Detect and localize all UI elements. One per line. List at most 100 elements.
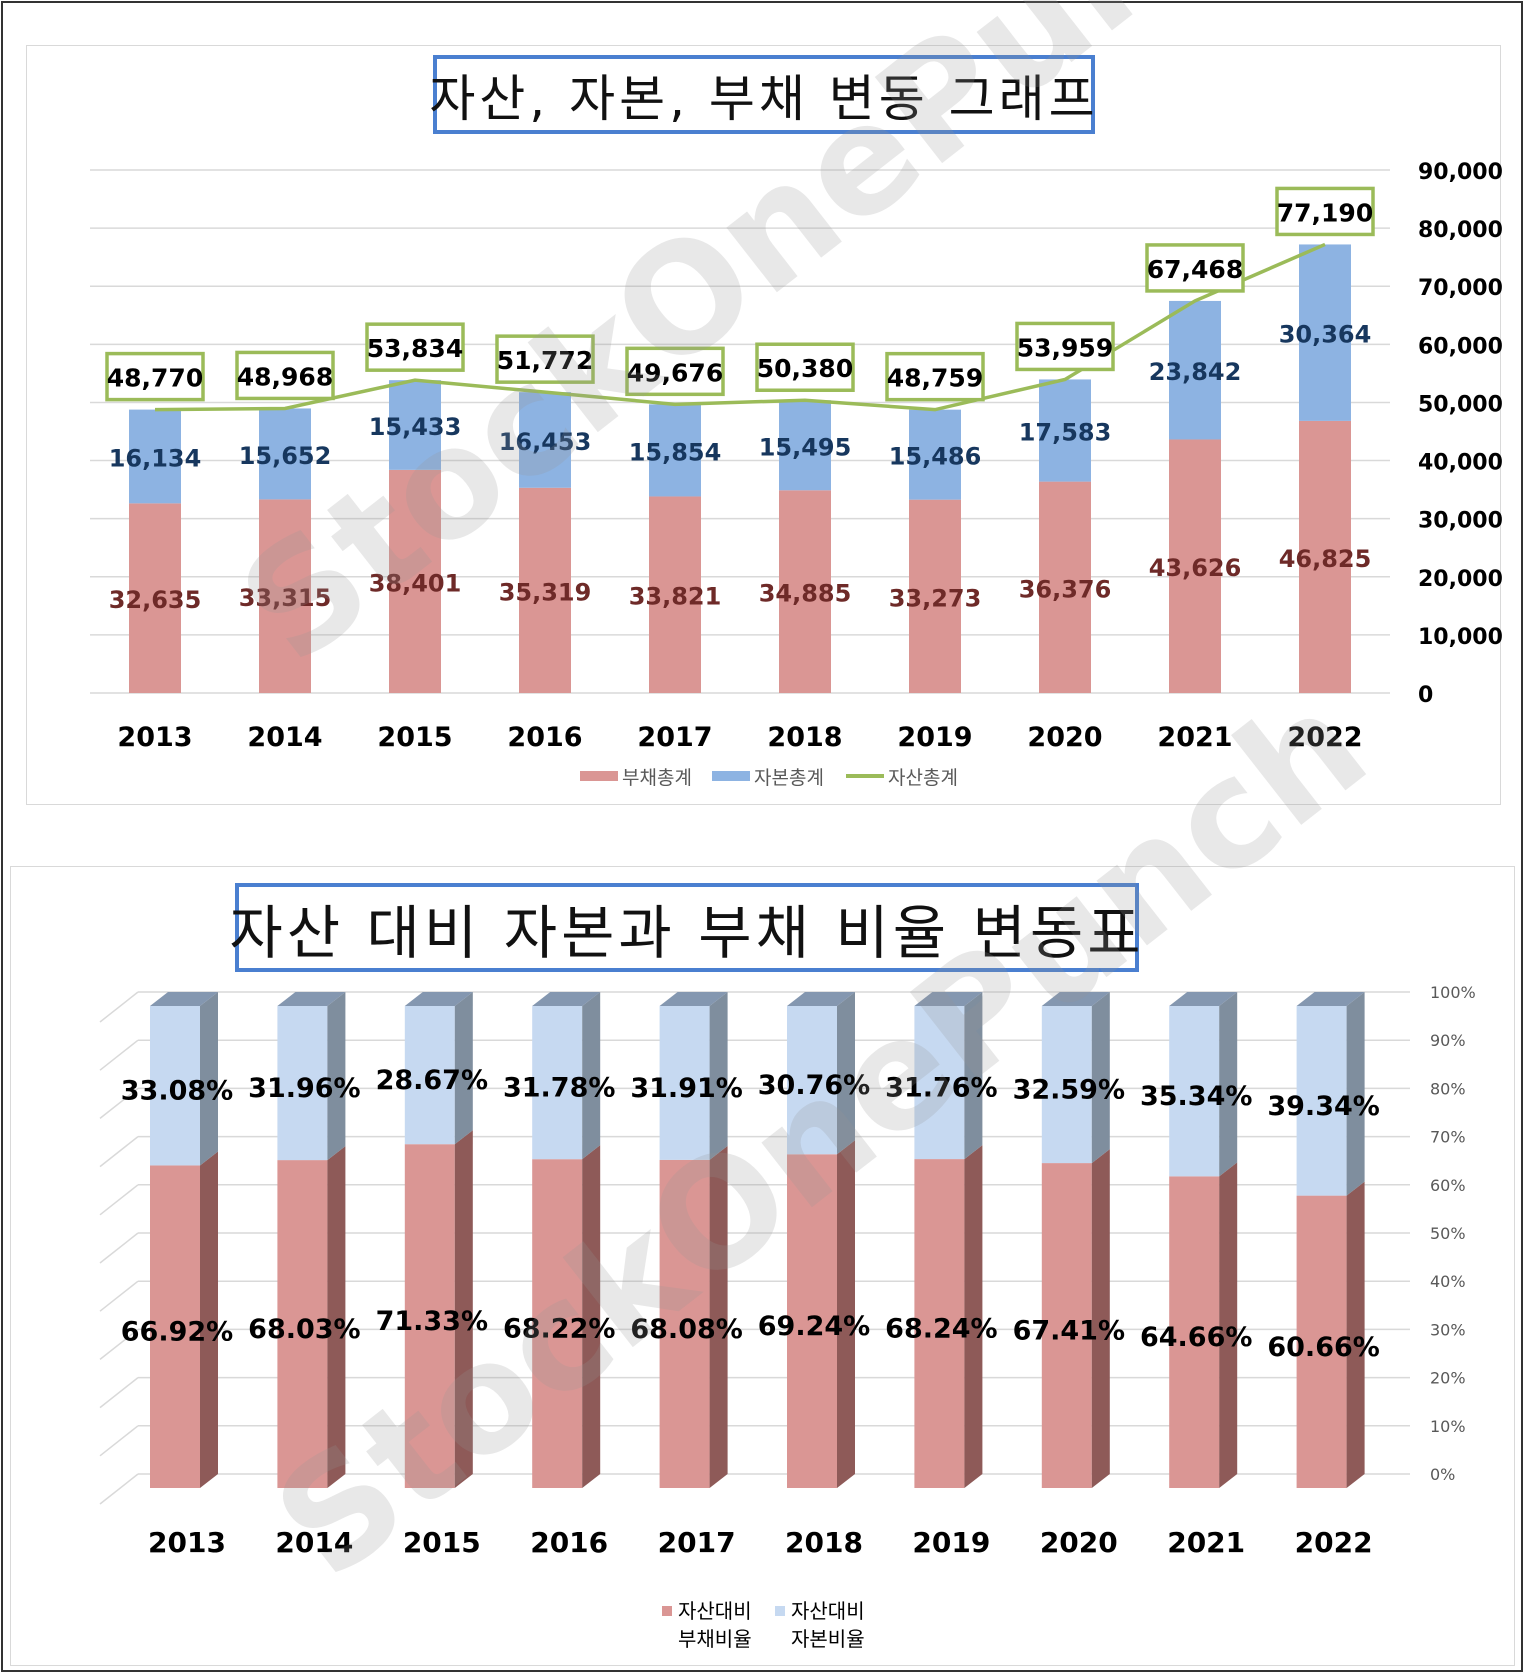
- equity-data-label: 17,583: [1019, 419, 1112, 447]
- liabilities-data-label: 46,825: [1279, 545, 1372, 573]
- ratio-bar-top: [787, 992, 855, 1006]
- equity-ratio-bar-side: [582, 992, 601, 1160]
- total-assets-label-box: [1015, 321, 1115, 372]
- x-tick-label: 2019: [912, 1526, 990, 1559]
- x-tick-label: 2020: [1027, 722, 1102, 753]
- total-assets-label-box: [105, 351, 205, 402]
- legend-swatch-liabilities: [580, 771, 618, 781]
- total-assets-label-box: [755, 342, 855, 392]
- equity-ratio-bar-side: [1346, 992, 1365, 1196]
- y-tick-label: 20,000: [1418, 567, 1503, 592]
- equity-data-label: 16,453: [499, 428, 592, 456]
- liabilities-bar: [779, 490, 831, 693]
- bottom-chart-panel: [10, 866, 1515, 1666]
- y-tick-label: 40%: [1430, 1272, 1466, 1291]
- equity-data-label: 15,486: [889, 443, 982, 471]
- x-tick-label: 2021: [1167, 1526, 1245, 1559]
- x-tick-label: 2015: [377, 722, 452, 753]
- liabilities-data-label: 32,635: [109, 586, 202, 614]
- liabilities-ratio-bar: [1169, 1176, 1220, 1488]
- gridline-depth: [99, 1473, 139, 1505]
- y-tick-label: 20%: [1430, 1369, 1466, 1388]
- gridline-depth: [99, 1087, 139, 1119]
- y-tick-label: 90%: [1430, 1031, 1466, 1050]
- x-tick-label: 2018: [767, 722, 842, 753]
- equity-ratio-label: 35.34%: [1140, 1081, 1252, 1112]
- x-tick-label: 2018: [785, 1526, 863, 1559]
- equity-ratio-label: 31.96%: [248, 1073, 360, 1104]
- equity-ratio-bar-side: [454, 992, 473, 1145]
- liabilities-ratio-bar-side: [582, 1145, 601, 1488]
- liabilities-ratio-bar-side: [454, 1130, 473, 1488]
- y-tick-label: 0: [1418, 683, 1433, 708]
- liabilities-bar: [389, 469, 441, 693]
- liabilities-ratio-bar-side: [1091, 1149, 1110, 1488]
- x-tick-label: 2015: [403, 1526, 481, 1559]
- liabilities-data-label: 36,376: [1019, 575, 1112, 603]
- liabilities-bar: [519, 487, 571, 693]
- equity-ratio-bar-side: [1091, 992, 1110, 1164]
- y-tick-label: 70,000: [1418, 276, 1503, 301]
- legend-label-assets: 자산총계: [888, 767, 958, 789]
- total-assets-label-box: [1275, 186, 1375, 237]
- equity-bar: [1299, 244, 1351, 421]
- liabilities-data-label: 34,885: [759, 580, 852, 608]
- liabilities-bar: [909, 499, 961, 693]
- liabilities-ratio-bar: [404, 1144, 455, 1488]
- x-tick-label: 2014: [275, 1526, 353, 1559]
- legend-label-liabilities-ratio: 부채비율: [678, 1627, 752, 1651]
- y-tick-label: 50,000: [1418, 392, 1503, 417]
- liabilities-ratio-label: 68.24%: [885, 1314, 997, 1345]
- ratio-bar-top: [150, 992, 218, 1006]
- total-assets-data-label: 48,968: [237, 362, 333, 391]
- legend-label-equity: 자본총계: [754, 767, 824, 789]
- y-tick-label: 30,000: [1418, 509, 1503, 534]
- equity-ratio-bar: [1169, 1006, 1220, 1177]
- x-tick-label: 2019: [897, 722, 972, 753]
- equity-ratio-label: 30.76%: [758, 1070, 870, 1101]
- total-assets-label-box: [235, 350, 335, 401]
- ratio-bar-top: [1041, 992, 1110, 1006]
- equity-ratio-bar: [787, 1006, 837, 1155]
- equity-bar: [259, 408, 311, 500]
- liabilities-bar: [1039, 481, 1091, 693]
- equity-ratio-bar-side: [709, 992, 728, 1160]
- equity-ratio-label: 28.67%: [376, 1065, 488, 1096]
- liabilities-bar: [1169, 439, 1221, 693]
- liabilities-ratio-label: 66.92%: [121, 1317, 233, 1348]
- legend-swatch-equity-ratio: [775, 1606, 785, 1616]
- total-assets-data-label: 77,190: [1277, 198, 1373, 227]
- liabilities-ratio-bar-side: [1346, 1181, 1365, 1488]
- total-assets-data-label: 53,834: [367, 334, 463, 363]
- liabilities-data-label: 33,315: [239, 584, 332, 612]
- x-tick-label: 2016: [530, 1526, 608, 1559]
- x-tick-label: 2020: [1040, 1526, 1118, 1559]
- equity-ratio-bar: [532, 1006, 583, 1160]
- ratio-bar-top: [277, 992, 346, 1006]
- liabilities-ratio-bar: [150, 1165, 200, 1488]
- y-tick-label: 30%: [1430, 1320, 1466, 1339]
- legend-swatch-liabilities-ratio: [662, 1606, 672, 1616]
- liabilities-ratio-bar-side: [1219, 1162, 1238, 1488]
- equity-ratio-bar: [1041, 1006, 1092, 1164]
- ratio-bar-top: [914, 992, 983, 1006]
- y-tick-label: 80%: [1430, 1079, 1466, 1098]
- liabilities-ratio-bar: [532, 1159, 583, 1488]
- liabilities-ratio-bar: [1041, 1163, 1092, 1488]
- total-assets-data-label: 53,959: [1017, 333, 1113, 362]
- equity-bar: [649, 404, 701, 497]
- ratio-bar-top: [1169, 992, 1238, 1006]
- equity-bar: [909, 409, 961, 500]
- liabilities-ratio-bar: [277, 1160, 328, 1488]
- equity-data-label: 16,134: [109, 444, 202, 472]
- gridline-depth: [99, 1328, 139, 1360]
- total-assets-label-box: [495, 334, 595, 384]
- y-tick-label: 80,000: [1418, 218, 1503, 243]
- equity-bar: [1169, 300, 1221, 440]
- y-tick-label: 60%: [1430, 1176, 1466, 1195]
- gridline-depth: [99, 1280, 139, 1312]
- equity-data-label: 15,433: [369, 413, 462, 441]
- equity-ratio-label: 31.91%: [630, 1073, 742, 1104]
- equity-ratio-label: 33.08%: [121, 1076, 233, 1107]
